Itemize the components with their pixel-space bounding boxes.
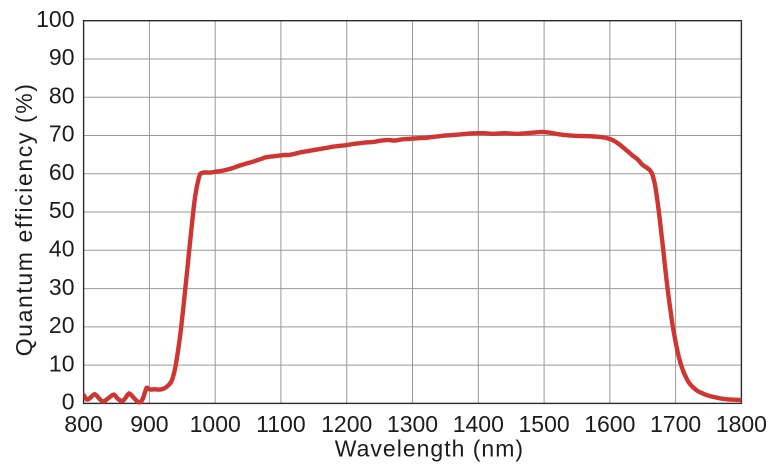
svg-text:0: 0 <box>62 389 75 415</box>
svg-text:70: 70 <box>49 121 75 147</box>
svg-text:80: 80 <box>49 82 75 108</box>
svg-text:Quantum efficiency (%): Quantum efficiency (%) <box>11 82 37 356</box>
svg-text:Wavelength (nm): Wavelength (nm) <box>335 436 524 462</box>
svg-text:60: 60 <box>49 159 75 185</box>
svg-text:900: 900 <box>130 411 168 437</box>
svg-text:1300: 1300 <box>387 411 438 437</box>
svg-text:800: 800 <box>64 411 102 437</box>
svg-text:1400: 1400 <box>453 411 504 437</box>
svg-text:1500: 1500 <box>519 411 570 437</box>
svg-text:90: 90 <box>49 44 75 70</box>
svg-text:100: 100 <box>36 6 74 32</box>
svg-text:30: 30 <box>49 274 75 300</box>
svg-text:20: 20 <box>49 312 75 338</box>
svg-text:1600: 1600 <box>584 411 635 437</box>
svg-text:1200: 1200 <box>321 411 372 437</box>
svg-text:1100: 1100 <box>256 411 305 437</box>
svg-text:10: 10 <box>49 350 75 376</box>
svg-text:1800: 1800 <box>716 411 767 437</box>
svg-text:1700: 1700 <box>650 411 701 437</box>
svg-text:1000: 1000 <box>190 411 241 437</box>
svg-text:50: 50 <box>49 197 75 223</box>
svg-text:40: 40 <box>49 236 75 262</box>
